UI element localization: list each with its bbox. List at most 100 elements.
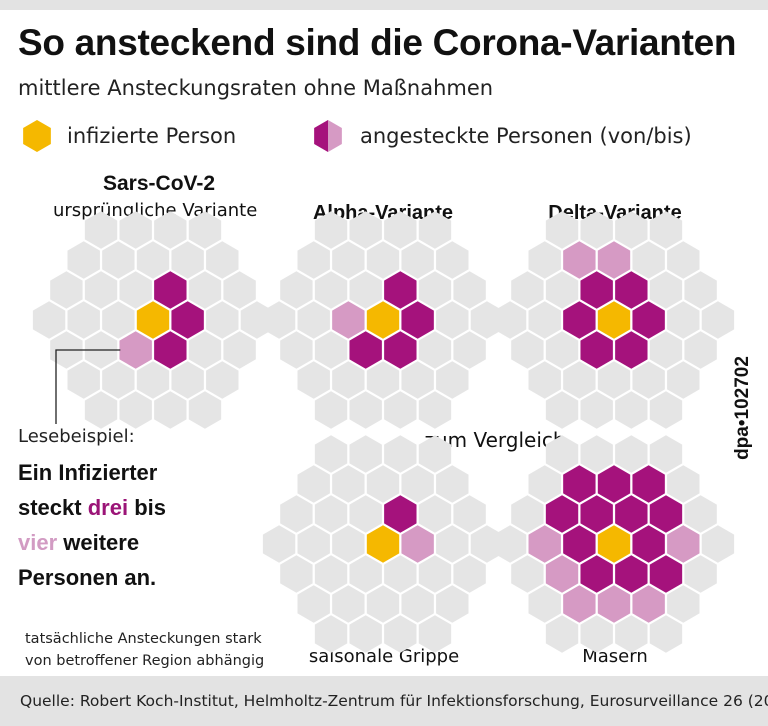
measles-empty-cell xyxy=(493,525,527,563)
flu-empty-cell xyxy=(418,435,452,473)
sars-infected-from-cell xyxy=(171,301,204,339)
measles-infected-to-cell xyxy=(597,585,631,623)
flu-empty-cell xyxy=(401,465,434,503)
flu-empty-cell xyxy=(297,525,330,563)
source-footer: Quelle: Robert Koch-Institut, Helmholtz-… xyxy=(0,676,768,726)
measles-empty-cell xyxy=(615,615,648,653)
sars-empty-cell xyxy=(171,241,204,279)
sars-empty-cell xyxy=(171,361,204,399)
delta-empty-cell xyxy=(580,211,613,249)
sars-infected-from-cell xyxy=(154,331,187,369)
alpha-empty-cell xyxy=(314,211,348,249)
alpha-empty-cell xyxy=(366,241,400,279)
measles-empty-cell xyxy=(684,495,717,533)
alpha-empty-cell xyxy=(418,211,452,249)
reading-line-2a: steckt xyxy=(18,495,88,520)
measles-infected-to-cell xyxy=(528,525,561,563)
alpha-infected-from-cell xyxy=(349,331,382,369)
alpha-empty-cell xyxy=(436,241,469,279)
alpha-infected-from-cell xyxy=(401,301,434,339)
alpha-empty-cell xyxy=(366,361,400,399)
flu-empty-cell xyxy=(436,465,469,503)
flu-infected-from-cell xyxy=(384,495,417,533)
measles-empty-cell xyxy=(545,615,579,653)
flu-empty-cell xyxy=(366,465,400,503)
measles-empty-cell xyxy=(667,465,700,503)
subtitle: mittlere Ansteckungsraten ohne Maßnahmen xyxy=(18,76,494,100)
flu-empty-cell xyxy=(384,555,417,593)
alpha-empty-cell xyxy=(332,241,365,279)
delta-infected-from-cell xyxy=(615,331,648,369)
delta-empty-cell xyxy=(667,241,700,279)
label-sars-name: Sars-CoV-2 xyxy=(103,172,216,195)
flu-empty-cell xyxy=(314,615,348,653)
alpha-empty-cell xyxy=(280,331,313,369)
measles-infected-to-cell xyxy=(632,585,665,623)
delta-infected-from-cell xyxy=(580,271,613,309)
delta-empty-cell xyxy=(563,361,596,399)
sars-empty-cell xyxy=(119,271,152,309)
label-alpha: Alpha-Variante xyxy=(312,202,454,224)
sars-empty-cell xyxy=(84,211,118,249)
flu-empty-cell xyxy=(332,585,365,623)
flu-infected-cell xyxy=(366,525,400,563)
alpha-empty-cell xyxy=(401,361,434,399)
delta-empty-cell xyxy=(545,211,579,249)
sars-empty-cell xyxy=(154,391,187,429)
flu-empty-cell xyxy=(280,555,313,593)
alpha-empty-cell xyxy=(453,271,486,309)
measles-infected-from-cell xyxy=(649,495,683,533)
measles-infected-from-cell xyxy=(580,555,613,593)
sars-empty-cell xyxy=(206,361,239,399)
measles-empty-cell xyxy=(528,585,561,623)
reading-leader-line xyxy=(55,349,121,424)
alpha-empty-cell xyxy=(401,241,434,279)
sars-empty-cell xyxy=(50,271,83,309)
alpha-infected-from-cell xyxy=(384,271,417,309)
measles-infected-from-cell xyxy=(615,555,648,593)
flu-empty-cell xyxy=(349,495,382,533)
flu-empty-cell xyxy=(297,465,330,503)
sars-empty-cell xyxy=(188,211,222,249)
alpha-empty-cell xyxy=(332,361,365,399)
measles-empty-cell xyxy=(667,585,700,623)
flu-empty-cell xyxy=(384,435,417,473)
delta-empty-cell xyxy=(493,301,527,339)
sars-empty-cell xyxy=(84,271,118,309)
delta-empty-cell xyxy=(632,361,665,399)
alpha-empty-cell xyxy=(453,331,486,369)
top-bar xyxy=(0,0,768,10)
delta-empty-cell xyxy=(528,241,561,279)
flu-empty-cell xyxy=(401,585,434,623)
measles-empty-cell xyxy=(580,435,613,473)
alpha-empty-cell xyxy=(314,331,348,369)
measles-infected-from-cell xyxy=(615,495,648,533)
reading-line-2: steckt drei bis xyxy=(18,490,166,525)
alpha-empty-cell xyxy=(418,331,452,369)
measles-infected-from-cell xyxy=(632,465,665,503)
flu-empty-cell xyxy=(366,585,400,623)
sars-infected-to-cell xyxy=(119,331,152,369)
delta-empty-cell xyxy=(597,361,631,399)
delta-empty-cell xyxy=(545,331,579,369)
flu-empty-cell xyxy=(436,525,469,563)
delta-empty-cell xyxy=(528,361,561,399)
measles-empty-cell xyxy=(684,555,717,593)
reading-from-word: drei xyxy=(87,495,129,520)
flu-empty-cell xyxy=(436,585,469,623)
flu-empty-cell xyxy=(297,585,330,623)
delta-infected-cell xyxy=(597,301,631,339)
half-magenta-hexagon-icon xyxy=(314,120,342,152)
delta-infected-from-cell xyxy=(615,271,648,309)
flu-empty-cell xyxy=(453,495,486,533)
delta-empty-cell xyxy=(684,331,717,369)
delta-empty-cell xyxy=(649,271,683,309)
delta-empty-cell xyxy=(511,331,544,369)
delta-empty-cell xyxy=(701,301,735,339)
source-text: Quelle: Robert Koch-Institut, Helmholtz-… xyxy=(20,692,768,710)
alpha-empty-cell xyxy=(297,241,330,279)
alpha-infected-cell xyxy=(366,301,400,339)
reading-lead: Lesebeispiel: xyxy=(18,426,135,447)
alpha-infected-to-cell xyxy=(332,301,365,339)
